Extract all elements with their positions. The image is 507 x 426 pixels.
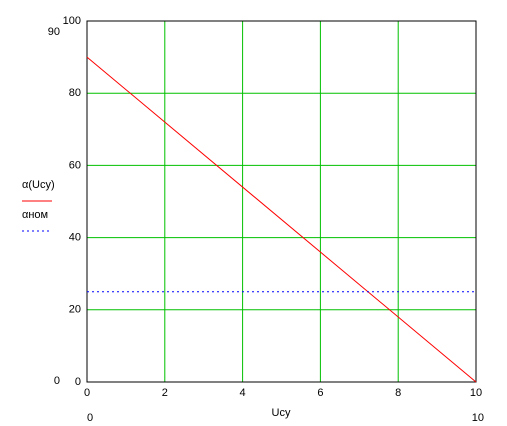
x-tick-label: 6 bbox=[317, 387, 323, 399]
y-tick-label: 0 bbox=[75, 376, 81, 388]
series-line bbox=[86, 56, 477, 383]
x-axis-label: Ucy bbox=[272, 407, 291, 419]
y-tick-label: 100 bbox=[63, 15, 81, 27]
y-tick-label: 80 bbox=[69, 87, 81, 99]
y-top-limit: 90 bbox=[48, 26, 60, 38]
legend-label: α(Ucy) bbox=[22, 179, 55, 191]
legend-label: αном bbox=[22, 209, 48, 221]
x-tick-label: 4 bbox=[240, 387, 246, 399]
x-tick-label: 0 bbox=[84, 387, 90, 399]
x-tick-label: 10 bbox=[470, 387, 482, 399]
y-tick-label: 60 bbox=[69, 159, 81, 171]
y-bottom-limit: 0 bbox=[54, 375, 60, 387]
x-tick-label: 8 bbox=[395, 387, 401, 399]
x-right-limit: 10 bbox=[472, 412, 484, 424]
x-left-limit: 0 bbox=[87, 412, 93, 424]
y-tick-label: 40 bbox=[69, 232, 81, 244]
x-tick-label: 2 bbox=[162, 387, 168, 399]
plot-frame bbox=[86, 20, 477, 383]
y-tick-label: 20 bbox=[69, 304, 81, 316]
